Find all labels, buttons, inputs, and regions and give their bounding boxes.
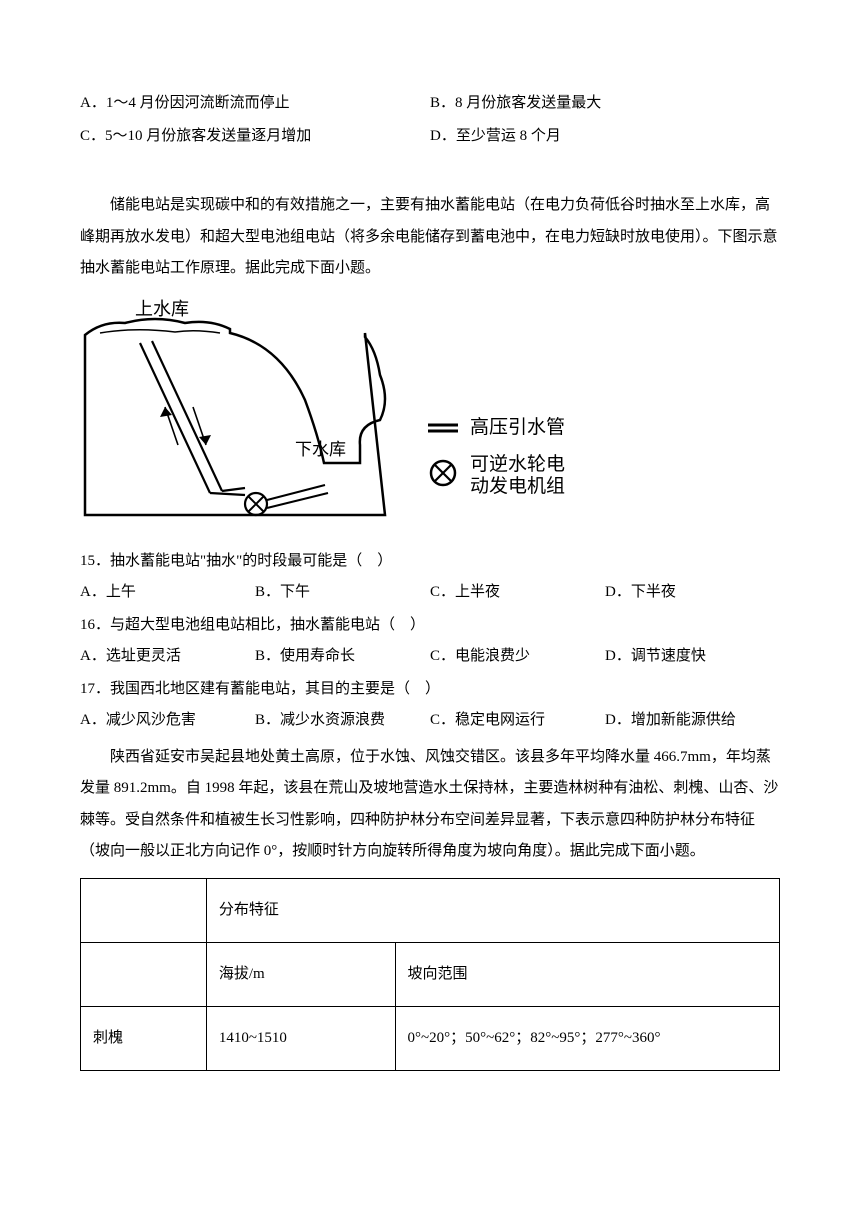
q15-d: D．下半夜 — [605, 579, 780, 606]
table-row: 海拔/m 坡向范围 — [81, 942, 780, 1006]
legend-pipe-label: 高压引水管 — [470, 416, 565, 438]
q17-a: A．减少风沙危害 — [80, 707, 255, 734]
q15-stem: 15．抽水蓄能电站"抽水"的时段最可能是（ ） — [80, 548, 780, 575]
table-header-altitude: 海拔/m — [206, 942, 395, 1006]
pump-storage-diagram: 上水库 下水库 高压引水管 可逆水轮电 动发电机组 — [80, 295, 780, 540]
table-alt-1: 1410~1510 — [206, 1006, 395, 1070]
q16-stem: 16．与超大型电池组电站相比，抽水蓄能电站（ ） — [80, 612, 780, 639]
q15-a: A．上午 — [80, 579, 255, 606]
option-b: B．8 月份旅客发送量最大 — [430, 90, 780, 117]
pipe-bottom-2 — [222, 488, 245, 491]
legend-turbine-label-2: 动发电机组 — [470, 475, 565, 497]
table-row: 刺槐 1410~1510 0°~20°；50°~62°；82°~95°；277°… — [81, 1006, 780, 1070]
table-row: 分布特征 — [81, 878, 780, 942]
upper-reservoir-label: 上水库 — [135, 299, 189, 319]
outflow-line-1 — [267, 485, 325, 500]
q17-options: A．减少风沙危害 B．减少水资源浪费 C．稳定电网运行 D．增加新能源供给 — [80, 707, 780, 734]
option-row-top-2: C．5～10 月份旅客发送量逐月增加 D．至少营运 8 个月 — [80, 123, 780, 150]
q15-c: C．上半夜 — [430, 579, 605, 606]
pipe-left-line — [140, 343, 210, 493]
q16-options: A．选址更灵活 B．使用寿命长 C．电能浪费少 D．调节速度快 — [80, 643, 780, 670]
passage-1: 储能电站是实现碳中和的有效措施之一，主要有抽水蓄能电站（在电力负荷低谷时抽水至上… — [80, 190, 780, 285]
q17-d: D．增加新能源供给 — [605, 707, 780, 734]
option-row-top-1: A．1～4 月份因河流断流而停止 B．8 月份旅客发送量最大 — [80, 90, 780, 117]
upper-water-surface — [100, 329, 220, 332]
option-d: D．至少营运 8 个月 — [430, 123, 780, 150]
forest-distribution-table: 分布特征 海拔/m 坡向范围 刺槐 1410~1510 0°~20°；50°~6… — [80, 878, 780, 1071]
table-slope-1: 0°~20°；50°~62°；82°~95°；277°~360° — [395, 1006, 779, 1070]
q15-b: B．下午 — [255, 579, 430, 606]
q16-a: A．选址更灵活 — [80, 643, 255, 670]
q17-b: B．减少水资源浪费 — [255, 707, 430, 734]
option-c: C．5～10 月份旅客发送量逐月增加 — [80, 123, 430, 150]
outflow-line-2 — [267, 493, 328, 508]
q17-stem: 17．我国西北地区建有蓄能电站，其目的主要是（ ） — [80, 676, 780, 703]
passage-2: 陕西省延安市吴起县地处黄土高原，位于水蚀、风蚀交错区。该县多年平均降水量 466… — [80, 742, 780, 868]
q17-c: C．稳定电网运行 — [430, 707, 605, 734]
mountain-outline — [85, 319, 385, 515]
lower-reservoir-label: 下水库 — [295, 440, 346, 459]
q16-d: D．调节速度快 — [605, 643, 780, 670]
option-a: A．1～4 月份因河流断流而停止 — [80, 90, 430, 117]
table-cell-empty-2 — [81, 942, 207, 1006]
table-header-feature: 分布特征 — [206, 878, 779, 942]
q16-c: C．电能浪费少 — [430, 643, 605, 670]
table-header-slope: 坡向范围 — [395, 942, 779, 1006]
table-species-1: 刺槐 — [81, 1006, 207, 1070]
table-cell-empty — [81, 878, 207, 942]
pipe-bottom-1 — [210, 493, 245, 495]
q15-options: A．上午 B．下午 C．上半夜 D．下半夜 — [80, 579, 780, 606]
legend-turbine-label-1: 可逆水轮电 — [470, 453, 565, 475]
q16-b: B．使用寿命长 — [255, 643, 430, 670]
